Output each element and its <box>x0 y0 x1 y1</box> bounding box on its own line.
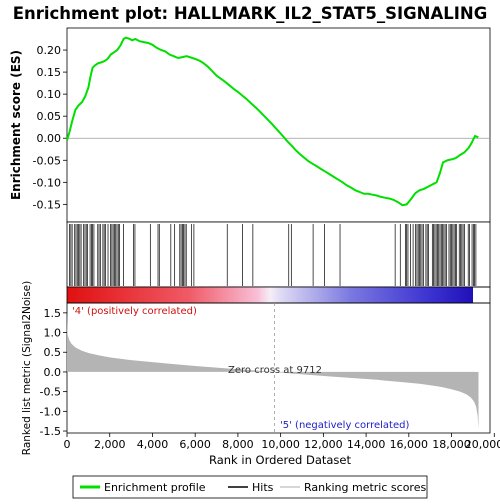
metric-y-tick-label: 1.0 <box>44 327 62 340</box>
x-tick-label: 14,000 <box>347 438 386 451</box>
metric-y-tick-label: -1.5 <box>40 425 61 438</box>
x-tick-label: 0 <box>64 438 71 451</box>
x-tick-label: 4,000 <box>137 438 169 451</box>
es-y-axis-label: Enrichment score (ES) <box>9 50 23 200</box>
metric-y-tick-label: 0.0 <box>44 366 62 379</box>
x-axis-label: Rank in Ordered Dataset <box>209 453 352 467</box>
x-tick-label: 10,000 <box>261 438 300 451</box>
metric-y-axis: -1.5 -1.0 -0.5 0.0 0.5 1.0 1.5 <box>40 307 67 438</box>
x-axis: 0 2,000 4,000 6,000 8,000 10,000 12,000 14,000 1… <box>64 433 500 451</box>
x-tick-label: 2,000 <box>94 438 126 451</box>
metric-y-tick-label: -1.0 <box>40 405 61 418</box>
es-y-tick-label: 0.10 <box>37 88 62 101</box>
x-tick-label: 8,000 <box>222 438 254 451</box>
metric-y-axis-label: Ranked list metric (Signal2Noise) <box>21 281 33 456</box>
x-tick-label: 20,000 <box>465 438 500 451</box>
metric-y-tick-label: -0.5 <box>40 386 61 399</box>
positive-correlation-label: '4' (positively correlated) <box>72 306 197 317</box>
enrichment-profile-line <box>67 38 478 206</box>
x-tick-label: 6,000 <box>179 438 211 451</box>
hits-panel-frame <box>67 222 490 287</box>
rank-color-bar <box>67 287 473 303</box>
es-y-tick-label: 0.20 <box>37 44 62 57</box>
es-y-axis: -0.15 -0.10 -0.05 0.00 0.05 0.10 0.15 0.20 <box>33 44 67 211</box>
x-tick-label: 12,000 <box>304 438 343 451</box>
chart-title: Enrichment plot: HALLMARK_IL2_STAT5_SIGN… <box>13 4 488 23</box>
legend-hits-label: Hits <box>252 481 274 494</box>
es-y-tick-label: 0.15 <box>37 66 62 79</box>
negative-correlation-label: '5' (negatively correlated) <box>280 420 409 431</box>
metric-y-tick-label: 1.5 <box>44 307 62 320</box>
zero-cross-label: Zero cross at 9712 <box>228 365 322 376</box>
x-tick-label: 16,000 <box>390 438 429 451</box>
es-y-tick-label: -0.05 <box>33 154 61 167</box>
legend-ranking-label: Ranking metric scores <box>304 481 426 494</box>
metric-y-tick-label: 0.5 <box>44 346 62 359</box>
es-y-tick-label: 0.05 <box>37 110 62 123</box>
es-panel-frame <box>67 28 490 222</box>
es-y-tick-label: -0.10 <box>33 176 61 189</box>
es-y-tick-label: -0.15 <box>33 198 61 211</box>
es-y-tick-label: 0.00 <box>37 132 62 145</box>
legend-enrichment-label: Enrichment profile <box>104 481 206 494</box>
